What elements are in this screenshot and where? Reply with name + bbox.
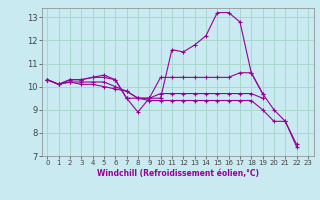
X-axis label: Windchill (Refroidissement éolien,°C): Windchill (Refroidissement éolien,°C) [97, 169, 259, 178]
